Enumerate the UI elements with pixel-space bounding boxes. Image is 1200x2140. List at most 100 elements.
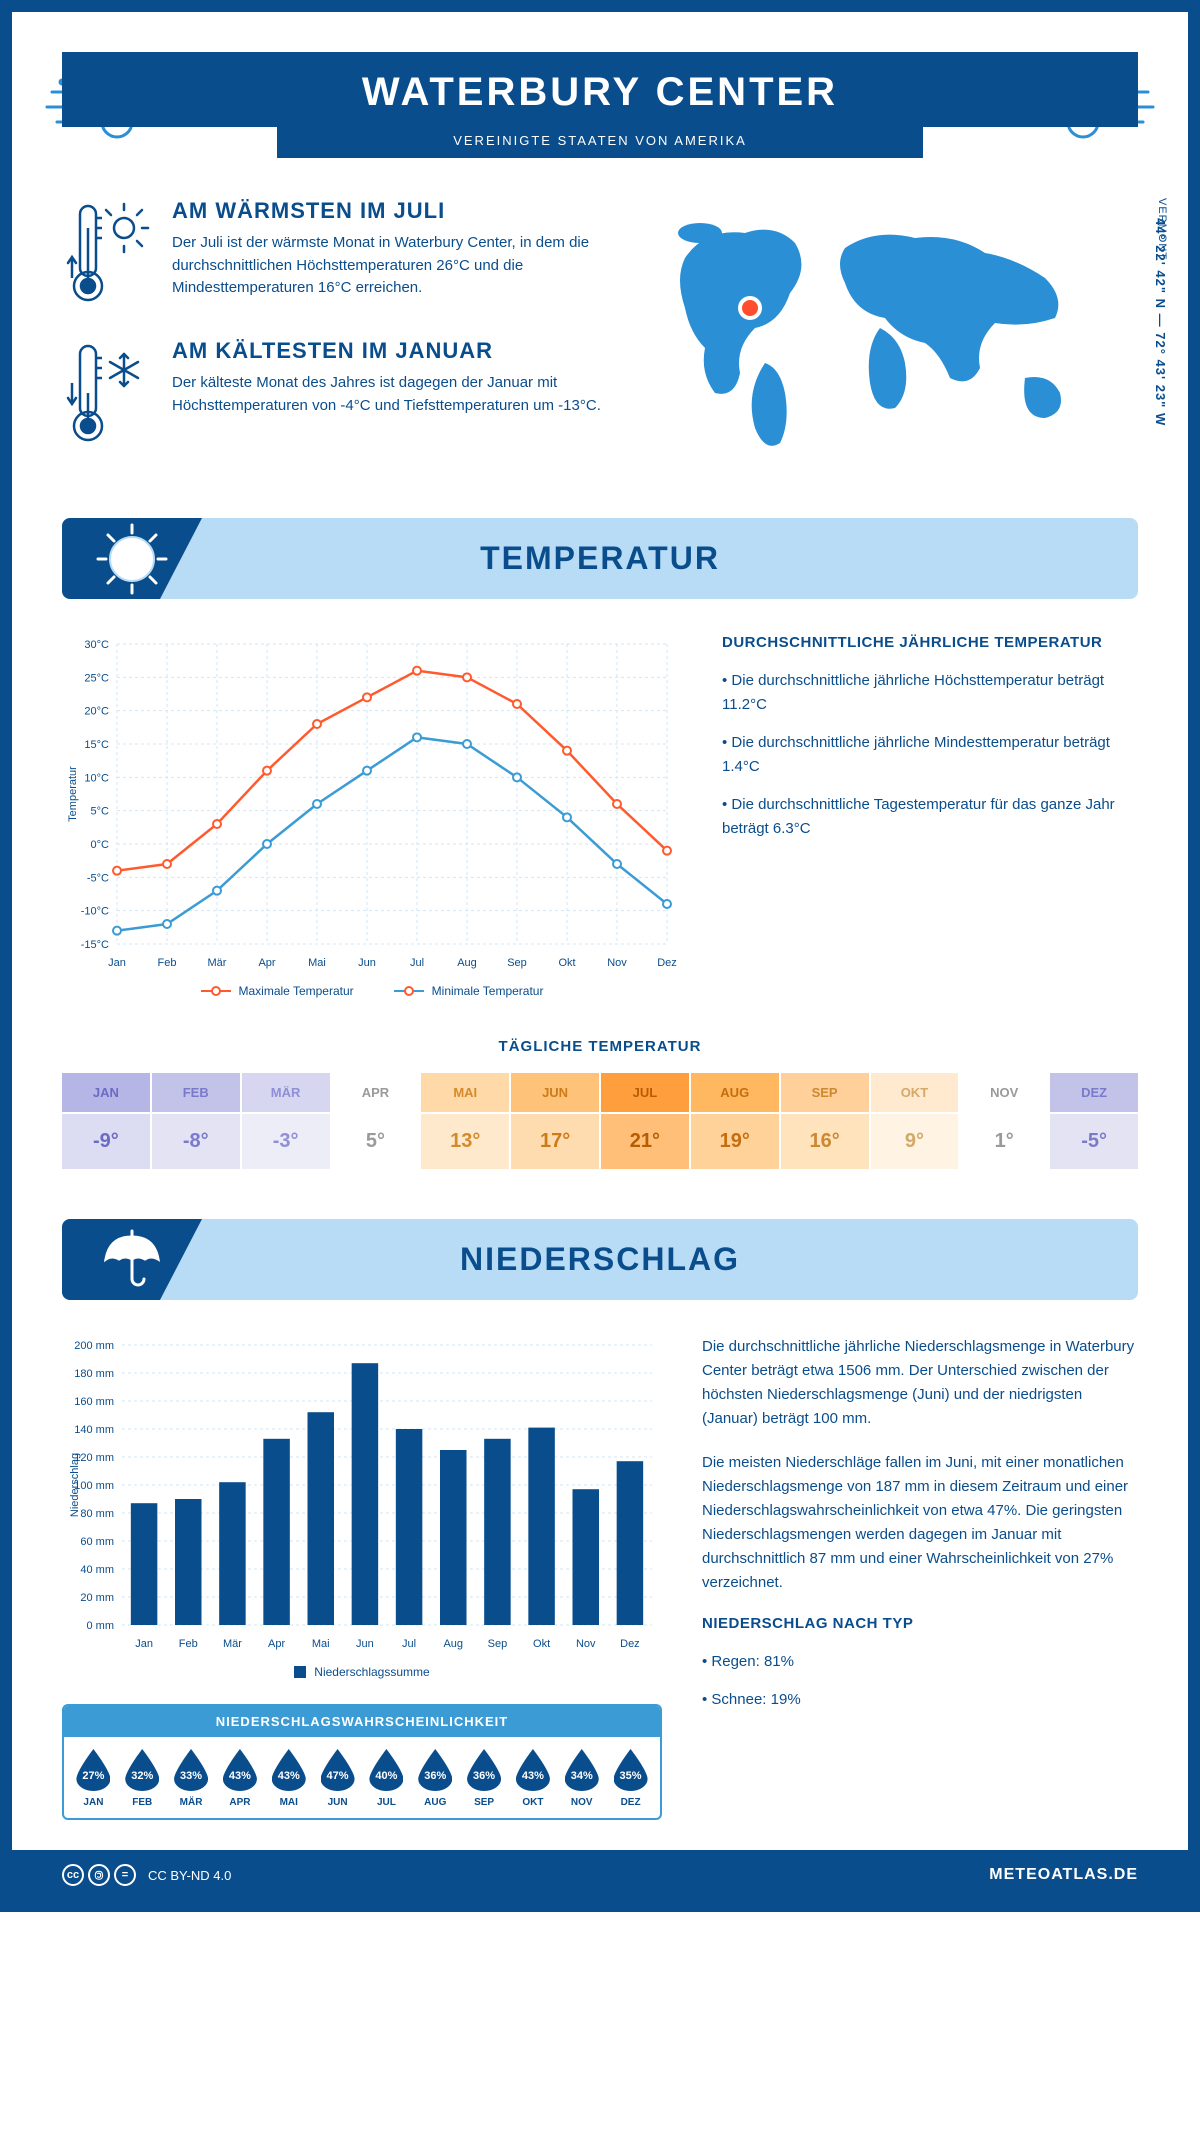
svg-text:Mär: Mär [208,957,227,969]
daily-month: JUN [511,1073,599,1112]
svg-text:0 mm: 0 mm [87,1620,115,1632]
precip-text-1: Die durchschnittliche jährliche Niedersc… [702,1335,1138,1431]
svg-text:Temperatur: Temperatur [67,766,79,822]
svg-text:Mai: Mai [312,1638,330,1650]
svg-text:15°C: 15°C [84,739,109,751]
raindrop-icon: 36% [467,1749,501,1791]
temperature-info: DURCHSCHNITTLICHE JÄHRLICHE TEMPERATUR •… [722,634,1138,998]
svg-text:20°C: 20°C [84,706,109,718]
temperature-section-header: TEMPERATUR [62,518,1138,599]
precip-type-item: • Regen: 81% [702,1650,1138,1674]
daily-month: JAN [62,1073,150,1112]
coldest-text: Der kälteste Monat des Jahres ist dagege… [172,372,605,417]
title-band: WATERBURY CENTER [62,52,1138,127]
raindrop-icon: 34% [565,1749,599,1791]
cc-icon: cc🄯= [62,1864,136,1886]
temp-bullet: • Die durchschnittliche Tagestemperatur … [722,793,1138,841]
svg-text:40 mm: 40 mm [80,1564,114,1576]
svg-text:Jan: Jan [108,957,126,969]
probability-cell: 27% JAN [70,1749,117,1808]
probability-cell: 35% DEZ [607,1749,654,1808]
thermometer-sun-icon [62,198,152,308]
svg-text:Dez: Dez [657,957,677,969]
svg-text:Aug: Aug [443,1638,463,1650]
svg-text:Sep: Sep [507,957,527,969]
daily-value: -8° [152,1114,240,1169]
probability-box: NIEDERSCHLAGSWAHRSCHEINLICHKEIT 27% JAN … [62,1704,662,1820]
raindrop-icon: 43% [223,1749,257,1791]
precipitation-info: Die durchschnittliche jährliche Niedersc… [702,1335,1138,1820]
temperature-chart: -15°C-10°C-5°C0°C5°C10°C15°C20°C25°C30°C… [62,634,682,998]
probability-cell: 34% NOV [558,1749,605,1808]
svg-text:60 mm: 60 mm [80,1536,114,1548]
probability-cell: 33% MÄR [168,1749,215,1808]
svg-text:10°C: 10°C [84,772,109,784]
raindrop-icon: 33% [174,1749,208,1791]
probability-cell: 47% JUN [314,1749,361,1808]
coldest-title: AM KÄLTESTEN IM JANUAR [172,338,605,364]
daily-month: OKT [871,1073,959,1112]
svg-text:Mär: Mär [223,1638,242,1650]
warmest-text: Der Juli ist der wärmste Monat in Waterb… [172,232,605,300]
temp-bullet: • Die durchschnittliche jährliche Mindes… [722,731,1138,779]
raindrop-icon: 32% [125,1749,159,1791]
svg-text:-15°C: -15°C [81,939,109,951]
intro-row: AM WÄRMSTEN IM JULI Der Juli ist der wär… [62,198,1138,478]
svg-text:Apr: Apr [268,1638,285,1650]
legend-max: Maximale Temperatur [239,984,354,998]
svg-text:Niederschlag: Niederschlag [69,1453,81,1517]
probability-cell: 32% FEB [119,1749,166,1808]
temp-info-title: DURCHSCHNITTLICHE JÄHRLICHE TEMPERATUR [722,634,1138,651]
license-text: CC BY-ND 4.0 [148,1868,231,1883]
svg-text:140 mm: 140 mm [74,1424,114,1436]
daily-month: FEB [152,1073,240,1112]
umbrella-icon [97,1225,167,1295]
svg-text:0°C: 0°C [91,839,110,851]
svg-text:Okt: Okt [533,1638,550,1650]
subtitle-band: VEREINIGTE STAATEN VON AMERIKA [277,127,923,158]
daily-month: DEZ [1050,1073,1138,1112]
svg-text:5°C: 5°C [91,806,110,818]
sun-icon [92,519,172,599]
warmest-title: AM WÄRMSTEN IM JULI [172,198,605,224]
world-map: VERMONT 44° 22' 42" N — 72° 43' 23" W [645,198,1138,478]
probability-cell: 36% SEP [461,1749,508,1808]
precip-text-2: Die meisten Niederschläge fallen im Juni… [702,1451,1138,1595]
probability-cell: 40% JUL [363,1749,410,1808]
raindrop-icon: 47% [321,1749,355,1791]
daily-month: MÄR [242,1073,330,1112]
precipitation-section-header: NIEDERSCHLAG [62,1219,1138,1300]
raindrop-icon: 35% [614,1749,648,1791]
svg-text:Jul: Jul [402,1638,416,1650]
site-name: METEOATLAS.DE [989,1866,1138,1884]
daily-temp-title: TÄGLICHE TEMPERATUR [62,1038,1138,1055]
svg-text:Feb: Feb [179,1638,198,1650]
svg-text:Okt: Okt [558,957,575,969]
daily-value: 9° [871,1114,959,1169]
daily-value: 16° [781,1114,869,1169]
daily-month: AUG [691,1073,779,1112]
raindrop-icon: 36% [418,1749,452,1791]
raindrop-icon: 27% [76,1749,110,1791]
daily-value: -5° [1050,1114,1138,1169]
warmest-fact: AM WÄRMSTEN IM JULI Der Juli ist der wär… [62,198,605,308]
temp-bullet: • Die durchschnittliche jährliche Höchst… [722,669,1138,717]
daily-value: -3° [242,1114,330,1169]
svg-text:Nov: Nov [576,1638,596,1650]
temperature-title: TEMPERATUR [62,540,1138,577]
raindrop-icon: 43% [516,1749,550,1791]
svg-text:-10°C: -10°C [81,906,109,918]
svg-text:180 mm: 180 mm [74,1368,114,1380]
svg-text:Mai: Mai [308,957,326,969]
daily-value: 13° [421,1114,509,1169]
precipitation-title: NIEDERSCHLAG [62,1241,1138,1278]
temperature-legend: .legend-line:nth-child(1)::before{border… [62,984,682,998]
daily-temp-grid: JANFEBMÄRAPRMAIJUNJULAUGSEPOKTNOVDEZ-9°-… [62,1073,1138,1169]
svg-text:Nov: Nov [607,957,627,969]
legend-min: Minimale Temperatur [432,984,544,998]
coldest-fact: AM KÄLTESTEN IM JANUAR Der kälteste Mona… [62,338,605,448]
precipitation-chart: 0 mm20 mm40 mm60 mm80 mm100 mm120 mm140 … [62,1335,662,1655]
svg-text:Dez: Dez [620,1638,640,1650]
daily-month: MAI [421,1073,509,1112]
footer: cc🄯= CC BY-ND 4.0 METEOATLAS.DE [12,1850,1188,1900]
